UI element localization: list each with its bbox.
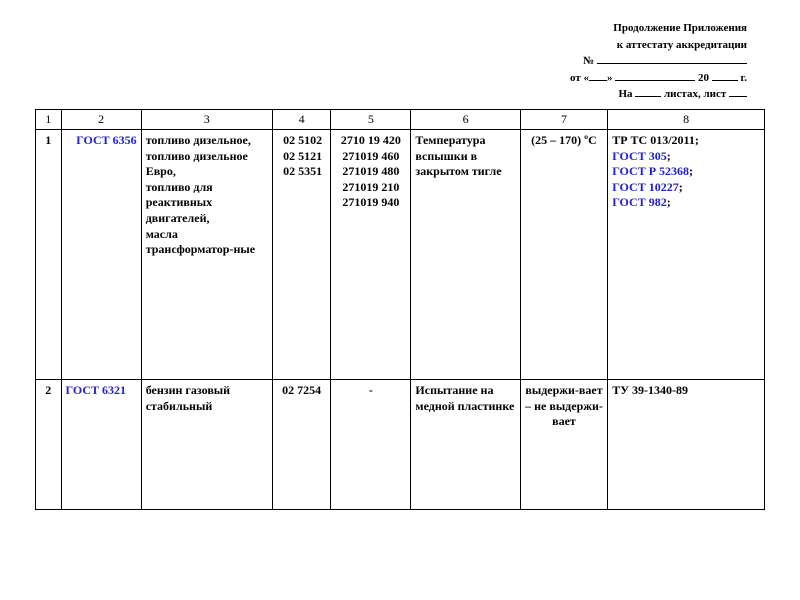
table-cell: ТР ТС 013/2011;ГОСТ 305;ГОСТ Р 52368;ГОС… xyxy=(608,130,765,380)
table-cell: ГОСТ 6321 xyxy=(61,380,141,510)
blank-day xyxy=(589,70,607,81)
header-row: 12345678 xyxy=(36,109,765,130)
blank-page xyxy=(729,86,747,97)
col-header: 7 xyxy=(520,109,607,130)
header-l1: Продолжение Приложения xyxy=(35,20,747,37)
gost-link[interactable]: ГОСТ 6356 xyxy=(76,133,137,147)
h4-c: 20 xyxy=(698,72,709,84)
gost-link[interactable]: ГОСТ Р 52368 xyxy=(612,164,689,178)
h5-b: листах, лист xyxy=(664,88,726,100)
table-cell: Испытание на медной пластинке xyxy=(411,380,520,510)
col-header: 2 xyxy=(61,109,141,130)
gost-link[interactable]: ГОСТ 10227 xyxy=(612,180,679,194)
blank-month xyxy=(615,70,695,81)
header-l2: к аттестату аккредитации xyxy=(35,37,747,54)
main-table: 12345678 1ГОСТ 6356топливо дизельное, то… xyxy=(35,109,765,511)
h4-d: г. xyxy=(740,72,747,84)
plain-text: ТР ТС 013/2011; xyxy=(612,133,699,147)
table-row: 1 ГОСТ 6356 топливо дизельное, топливо диз… xyxy=(36,130,765,380)
blank-number xyxy=(597,53,747,64)
col-header: 3 xyxy=(141,109,272,130)
table-cell: 02 7254 xyxy=(272,380,330,510)
h4-b: » xyxy=(607,72,613,84)
blank-year xyxy=(712,70,738,81)
table-body: 1 ГОСТ 6356 топливо дизельное, топливо диз… xyxy=(36,130,765,510)
table-cell: 1 xyxy=(36,130,62,380)
table-cell: (25 – 170) ºС xyxy=(520,130,607,380)
blank-pages xyxy=(635,86,661,97)
document-header: Продолжение Приложения к аттестату аккре… xyxy=(35,20,765,103)
table-cell: топливо дизельное, топливо дизельное Евр… xyxy=(141,130,272,380)
col-header: 1 xyxy=(36,109,62,130)
col-header: 8 xyxy=(608,109,765,130)
gost-link[interactable]: ГОСТ 6321 xyxy=(66,383,127,397)
gost-link[interactable]: ГОСТ 982 xyxy=(612,195,667,209)
header-l3-prefix: № xyxy=(583,55,594,67)
table-cell: Температура вспышки в закрытом тигле xyxy=(411,130,520,380)
h4-a: от « xyxy=(570,72,589,84)
col-header: 4 xyxy=(272,109,330,130)
table-cell: ТУ 39-1340-89 xyxy=(608,380,765,510)
h5-a: На xyxy=(618,88,632,100)
table-cell: ГОСТ 6356 xyxy=(61,130,141,380)
table-row: 2 ГОСТ 6321 бензин газовый стабильный02 72… xyxy=(36,380,765,510)
gost-link[interactable]: ГОСТ 305 xyxy=(612,149,667,163)
table-cell: 02 510202 512102 5351 xyxy=(272,130,330,380)
header-l5: На листах, лист xyxy=(35,86,747,103)
table-cell: 2710 19 420271019 460271019 480271019 21… xyxy=(331,130,411,380)
table-cell: - xyxy=(331,380,411,510)
table-cell: бензин газовый стабильный xyxy=(141,380,272,510)
col-header: 5 xyxy=(331,109,411,130)
plain-text: ТУ 39-1340-89 xyxy=(612,383,688,397)
header-l4: от « » 20 г. xyxy=(35,70,747,87)
table-cell: 2 xyxy=(36,380,62,510)
table-cell: выдержи-вает – не выдержи-вает xyxy=(520,380,607,510)
col-header: 6 xyxy=(411,109,520,130)
header-l3: № xyxy=(35,53,747,70)
